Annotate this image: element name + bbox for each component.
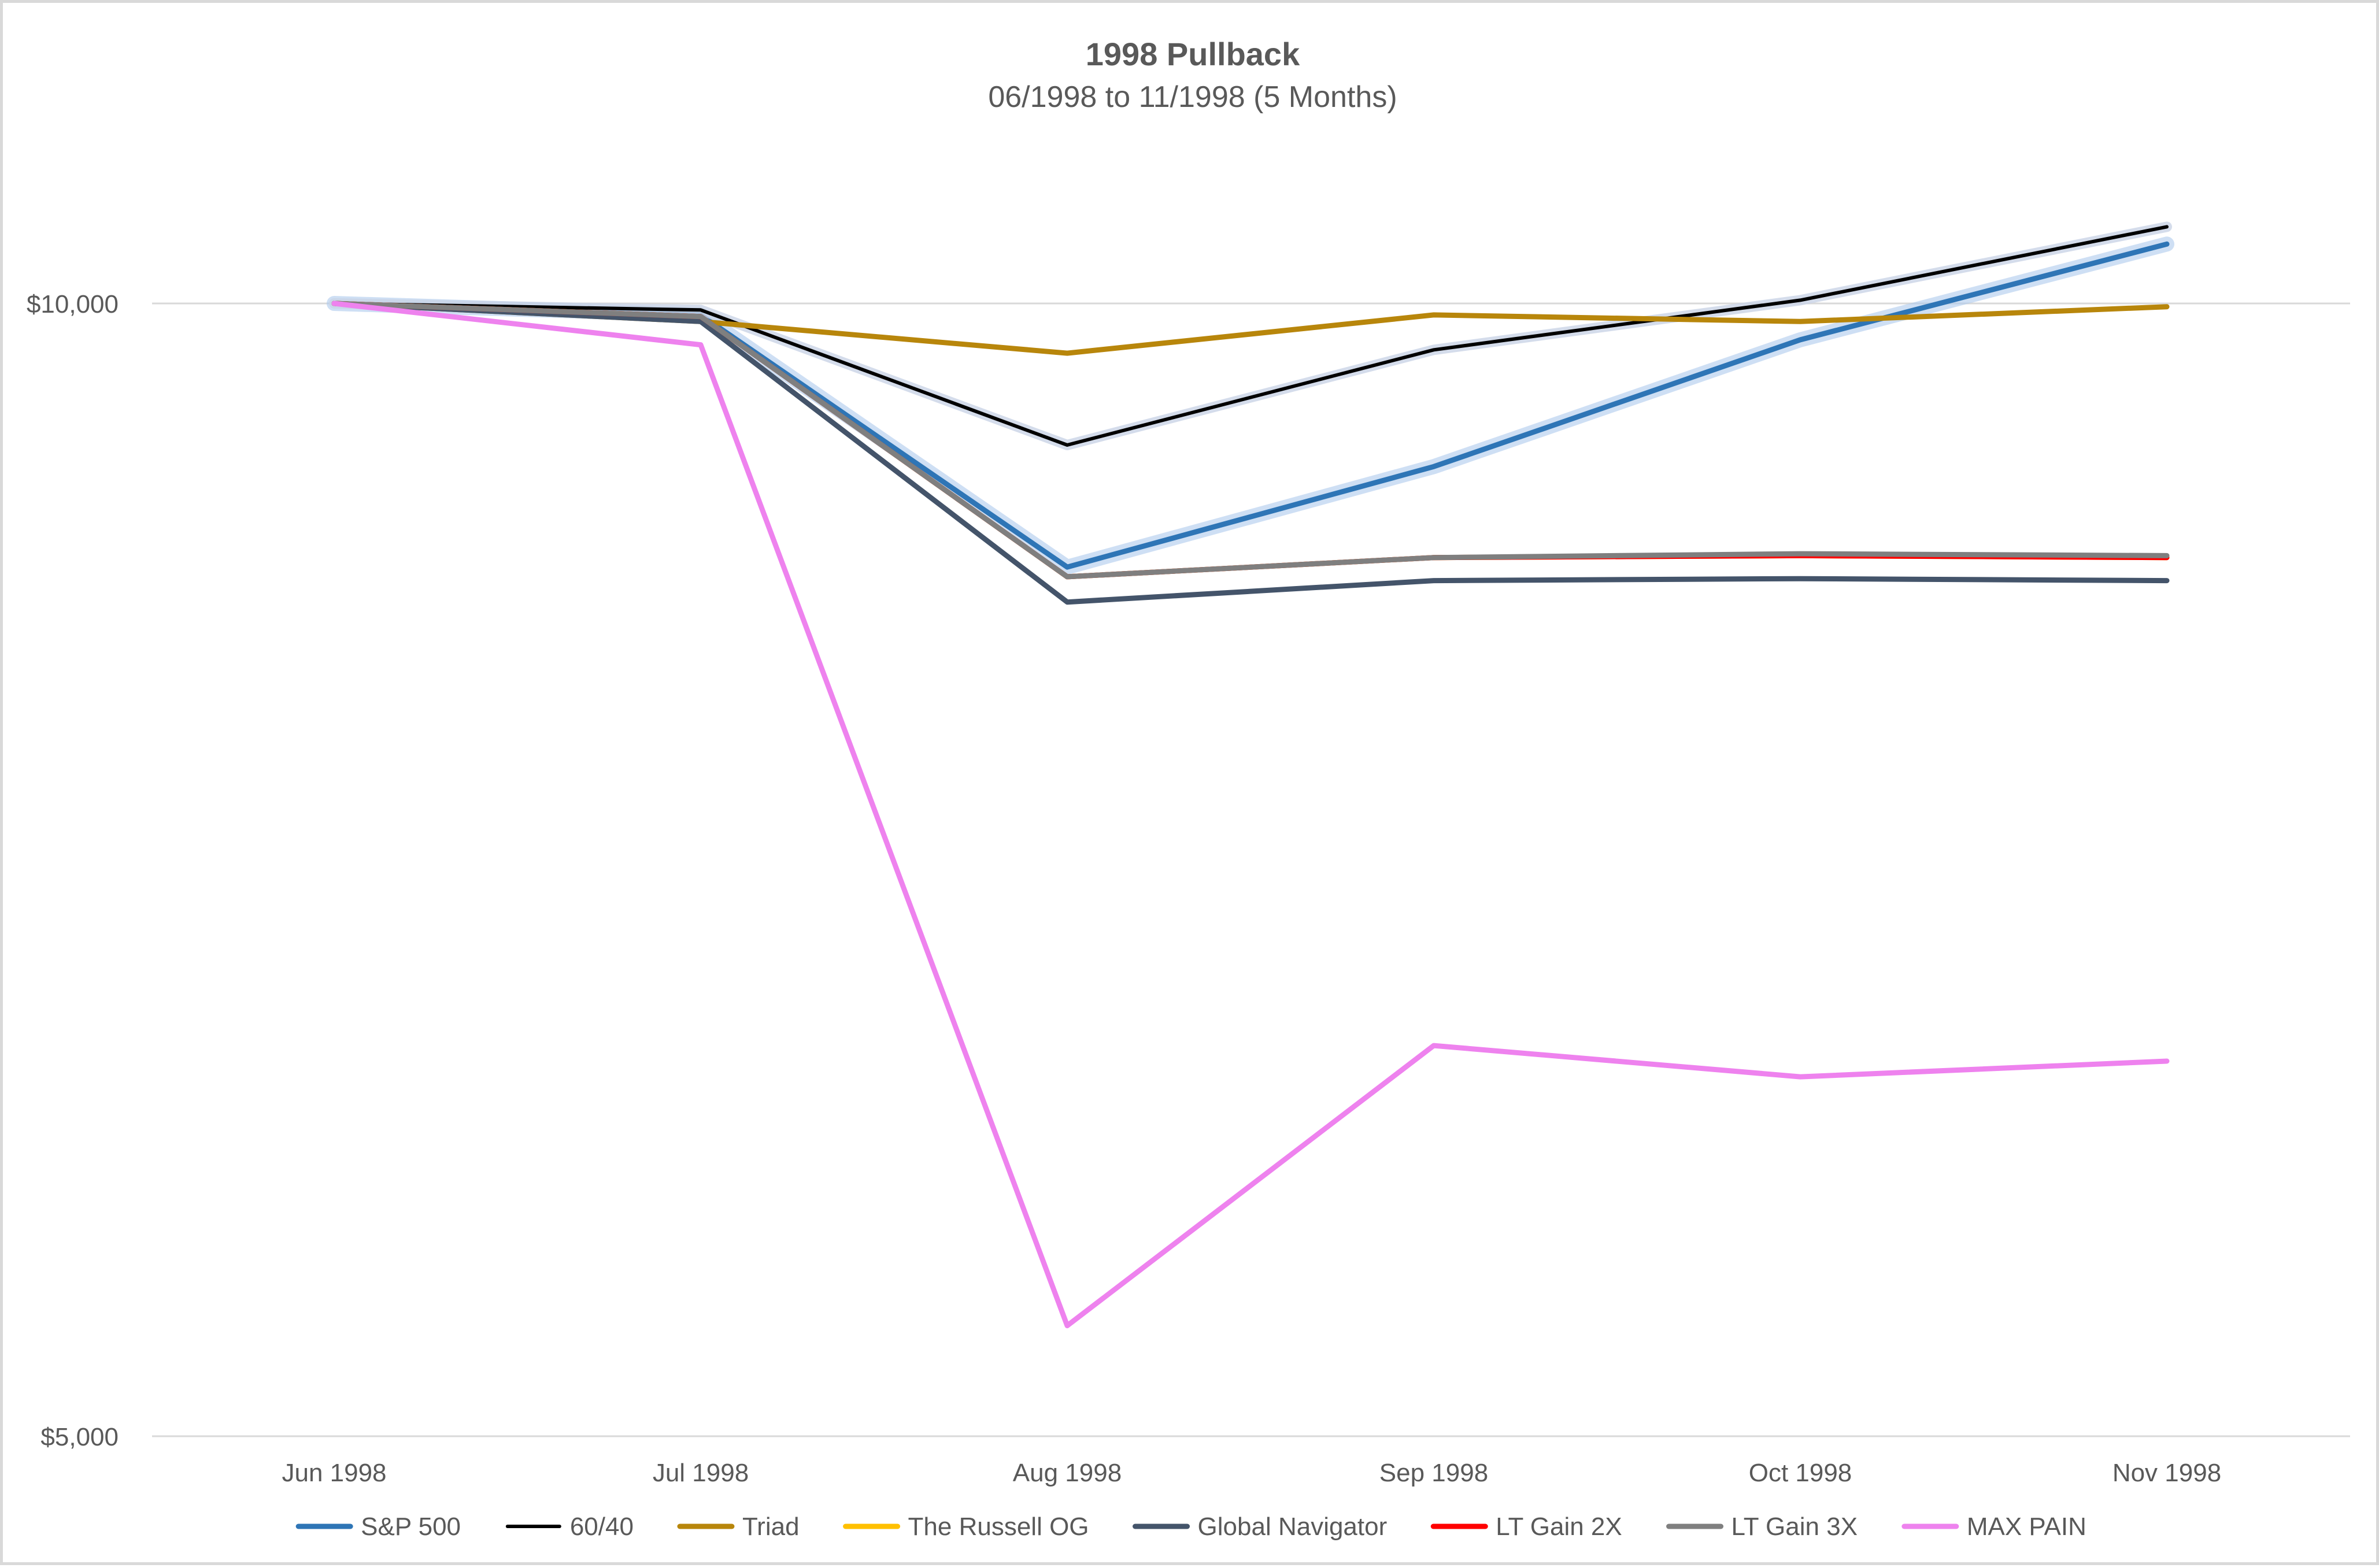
legend-item-2: Triad bbox=[677, 1513, 800, 1541]
x-tick-label-4: Oct 1998 bbox=[1749, 1459, 1852, 1487]
legend-item-1: 60/40 bbox=[505, 1513, 634, 1541]
legend-label-4: Global Navigator bbox=[1198, 1513, 1388, 1541]
legend-item-4: Global Navigator bbox=[1133, 1513, 1388, 1541]
x-tick-label-5: Nov 1998 bbox=[2112, 1459, 2221, 1487]
series-7-point-0 bbox=[334, 303, 335, 304]
series-line-7 bbox=[331, 301, 2170, 1329]
x-tick-label-2: Aug 1998 bbox=[1013, 1459, 1122, 1487]
chart-svg: 1998 Pullback 06/1998 to 11/1998 (5 Mont… bbox=[27, 36, 2350, 1541]
series-1-point-4 bbox=[1800, 300, 1801, 301]
axis-layer: $5,000 $10,000 Jun 1998 Jul 1998 Aug 1998 Sep… bbox=[27, 290, 2221, 1487]
legend-item-5: LT Gain 2X bbox=[1430, 1513, 1622, 1541]
chart-title: 1998 Pullback bbox=[1086, 36, 1300, 72]
series-7-point-2 bbox=[1067, 1325, 1068, 1326]
legend-label-7: MAX PAIN bbox=[1967, 1513, 2086, 1541]
legend-label-0: S&P 500 bbox=[361, 1513, 461, 1541]
series-line-0 bbox=[331, 241, 2170, 570]
series-line-6 bbox=[331, 301, 2170, 580]
series-line-5 bbox=[331, 301, 2170, 580]
legend-item-6: LT Gain 3X bbox=[1666, 1513, 1858, 1541]
y-tick-label-1: $10,000 bbox=[27, 290, 119, 318]
grid-layer bbox=[152, 302, 2350, 1437]
legend-item-7: MAX PAIN bbox=[1901, 1513, 2086, 1541]
x-tick-label-3: Sep 1998 bbox=[1379, 1459, 1488, 1487]
series-line-3 bbox=[331, 301, 2170, 580]
series-layer bbox=[327, 221, 2174, 1329]
legend-label-5: LT Gain 2X bbox=[1496, 1513, 1622, 1541]
series-line-4 bbox=[331, 301, 2170, 605]
x-tick-label-1: Jul 1998 bbox=[653, 1459, 749, 1487]
legend-label-3: The Russell OG bbox=[908, 1513, 1089, 1541]
legend-label-1: 60/40 bbox=[570, 1513, 634, 1541]
series-2-point-2 bbox=[1067, 353, 1068, 354]
chart-subtitle: 06/1998 to 11/1998 (5 Months) bbox=[988, 80, 1397, 114]
x-tick-label-0: Jun 1998 bbox=[282, 1459, 386, 1487]
legend-item-0: S&P 500 bbox=[295, 1513, 461, 1541]
series-line-1 bbox=[332, 225, 2169, 447]
legend: S&P 500 60/40 Triad The Russell OG Global Na… bbox=[295, 1513, 2086, 1541]
series-1-point-2 bbox=[1067, 445, 1068, 446]
series-0-point-4 bbox=[1800, 339, 1801, 340]
series-2-point-4 bbox=[1800, 321, 1801, 322]
series-0-point-2 bbox=[1067, 567, 1068, 568]
legend-item-3: The Russell OG bbox=[843, 1513, 1089, 1541]
series-6-point-2 bbox=[1067, 576, 1068, 577]
legend-label-6: LT Gain 3X bbox=[1731, 1513, 1858, 1541]
y-tick-label-0: $5,000 bbox=[40, 1423, 119, 1451]
legend-label-2: Triad bbox=[742, 1513, 800, 1541]
